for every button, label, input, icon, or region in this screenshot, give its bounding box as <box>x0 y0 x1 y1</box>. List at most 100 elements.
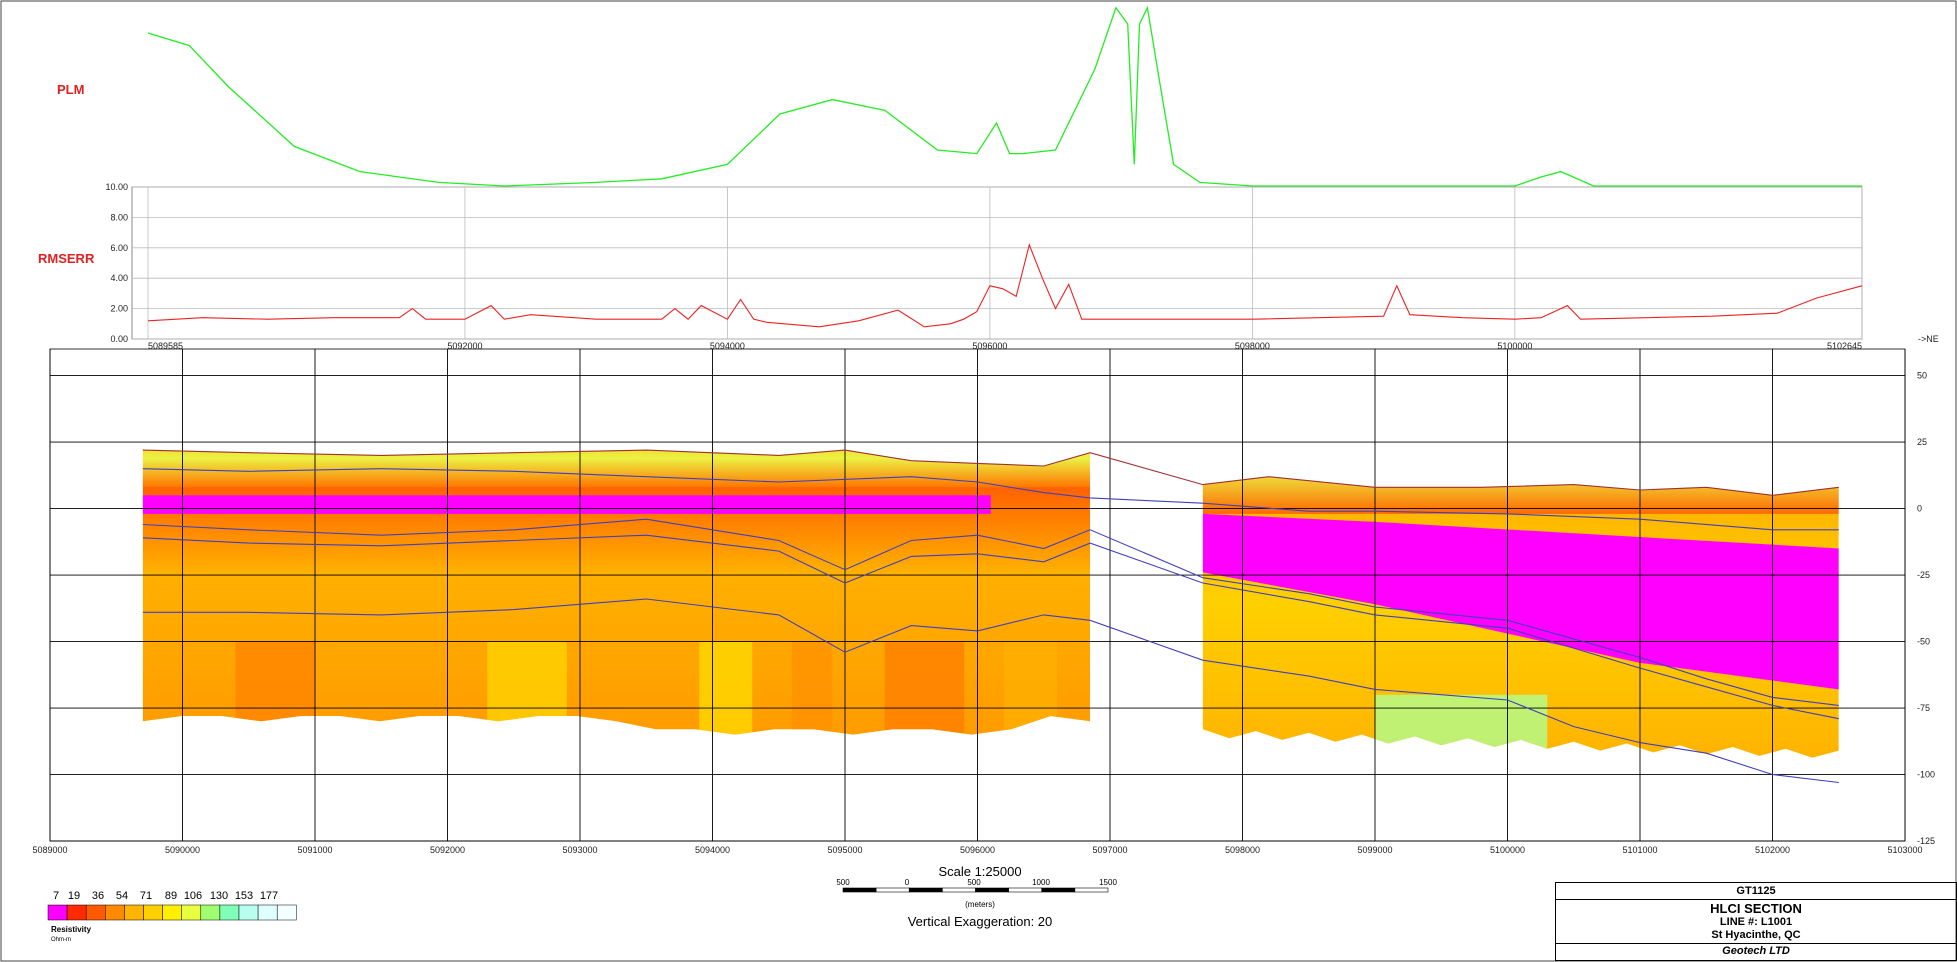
resistivity-body-west <box>142 450 1091 735</box>
rmserr-y-tick-label: 8.00 <box>110 212 128 222</box>
line-number: LINE #: L1001 <box>1719 916 1793 928</box>
scale-bar-tick: 0 <box>905 878 910 887</box>
resistivity-body-east <box>1202 476 1839 758</box>
legend-swatch <box>47 904 68 921</box>
resistivity-patch-west <box>884 641 965 735</box>
plm-series-line <box>147 5 1862 187</box>
section-y-tick-label: 0 <box>1917 504 1922 514</box>
scale-bar-tick: 1000 <box>1032 878 1050 887</box>
legend-swatch <box>276 904 297 921</box>
rmserr-y-tick-label: 0.00 <box>110 334 128 344</box>
section-y-tick-label: -125 <box>1917 836 1935 846</box>
rmserr-label: RMSERR <box>38 251 95 266</box>
scale-bar-segment <box>1041 887 1076 893</box>
legend-value: 19 <box>68 890 80 902</box>
plm-panel <box>147 5 1862 187</box>
company-name: Geotech LTD <box>1722 945 1790 957</box>
resistivity-section-panel: 50 25 0 -25 -50 -75 -100 -125 5089000 5090000 5091… <box>32 348 1935 855</box>
scale-bar-segment <box>1008 887 1043 893</box>
legend-swatch <box>66 904 87 921</box>
rmserr-y-tick-label: 4.00 <box>110 273 128 283</box>
legend-value: 153 <box>235 890 253 902</box>
legend-value: 177 <box>260 890 278 902</box>
section-line-layer-2 <box>142 518 1839 706</box>
section-x-tick-label: 5092000 <box>430 845 465 855</box>
legend-value: 36 <box>92 890 104 902</box>
legend-swatch <box>257 904 278 921</box>
rmserr-panel: 0.00 2.00 4.00 6.00 8.00 10.00 5089585 5092000 5… <box>105 182 1863 351</box>
rmserr-y-tick-label: 10.00 <box>105 182 128 192</box>
scale-bar-segment <box>842 887 877 893</box>
section-line-surface <box>142 449 1839 496</box>
rmserr-x-tick-label: 5094000 <box>710 341 745 351</box>
section-line-layer-3 <box>142 534 1839 720</box>
legend-value: 106 <box>184 890 202 902</box>
plm-label: PLM <box>57 82 84 97</box>
section-line-layer-1 <box>142 468 1839 531</box>
section-x-tick-label: 5095000 <box>827 845 862 855</box>
title-divider <box>1556 899 1956 900</box>
legend-value: 130 <box>210 890 228 902</box>
rmserr-y-tick-label: 6.00 <box>110 243 128 253</box>
section-y-tick-label: -100 <box>1917 770 1935 780</box>
section-line-layer-4 <box>142 598 1839 784</box>
resistive-patch-east <box>1375 694 1548 748</box>
section-y-tick-label: -25 <box>1917 570 1930 580</box>
location: St Hyacinthe, QC <box>1711 929 1801 941</box>
legend-value: 7 <box>53 890 59 902</box>
section-y-tick-label: 25 <box>1917 437 1927 447</box>
rmserr-x-tick-label: 5100000 <box>1497 341 1532 351</box>
scale-units: (meters) <box>965 900 995 909</box>
rmserr-x-tick-label: 5092000 <box>447 341 482 351</box>
section-y-tick-label: 50 <box>1917 371 1927 381</box>
section-x-tick-label: 5091000 <box>297 845 332 855</box>
section-x-tick-label: 5103000 <box>1887 845 1922 855</box>
scale-label: Scale 1:25000 <box>938 864 1021 879</box>
section-x-tick-label: 5102000 <box>1755 845 1790 855</box>
legend-title: Resistivity <box>51 925 92 934</box>
scale-bar-segment <box>875 887 910 893</box>
legend-unit: Ohm-m <box>51 937 71 943</box>
direction-label: ->NE <box>1918 334 1939 344</box>
company-divider <box>1556 943 1956 944</box>
title-block: GT1125 HLCI SECTION LINE #: L1001 St Hya… <box>1555 882 1957 961</box>
scale-bar-segment <box>1074 887 1109 893</box>
scale-bar-segment <box>942 887 976 893</box>
legend-swatch <box>238 904 259 921</box>
conductive-layer-east <box>1202 513 1839 690</box>
legend-swatch <box>200 904 221 921</box>
conductive-layer-west <box>142 495 991 514</box>
rmserr-x-tick-label: 5102645 <box>1827 341 1862 351</box>
scale-bar-tick: 1500 <box>1099 878 1117 887</box>
section-y-tick-label: -50 <box>1917 637 1930 647</box>
rmserr-x-tick-label: 5098000 <box>1235 341 1270 351</box>
rmserr-y-tick-label: 2.00 <box>110 304 128 314</box>
legend-swatch <box>219 904 240 921</box>
rmserr-x-tick-label: 5096000 <box>972 341 1007 351</box>
scale-bar-tick: 500 <box>967 878 981 887</box>
scale-bar: 500 0 500 1000 1500 <box>836 878 1117 893</box>
legend-swatch <box>181 904 202 921</box>
project-code: GT1125 <box>1736 885 1776 897</box>
rmserr-x-tick-label: 5089585 <box>148 341 183 351</box>
legend-swatch <box>85 904 106 921</box>
section-x-tick-label: 5090000 <box>165 845 200 855</box>
legend-swatch <box>105 904 125 921</box>
section-x-tick-label: 5094000 <box>695 845 730 855</box>
scale-bar-tick: 500 <box>836 878 850 887</box>
section-x-tick-label: 5101000 <box>1622 845 1657 855</box>
scale-bar-segment <box>908 887 943 893</box>
resistivity-legend: 7 19 36 54 71 89 106 130 153 177 <box>47 890 297 921</box>
section-x-tick-label: 5098000 <box>1225 845 1260 855</box>
section-x-tick-label: 5099000 <box>1357 845 1392 855</box>
legend-swatch <box>124 904 144 921</box>
legend-value: 89 <box>165 890 177 902</box>
section-x-tick-label: 5097000 <box>1092 845 1127 855</box>
vertical-exaggeration: Vertical Exaggeration: 20 <box>908 914 1053 929</box>
resistivity-patch-west <box>699 641 753 735</box>
section-x-tick-label: 5100000 <box>1490 845 1525 855</box>
section-title: HLCI SECTION <box>1710 901 1802 916</box>
legend-value: 71 <box>140 890 152 902</box>
legend-swatch <box>162 904 182 921</box>
